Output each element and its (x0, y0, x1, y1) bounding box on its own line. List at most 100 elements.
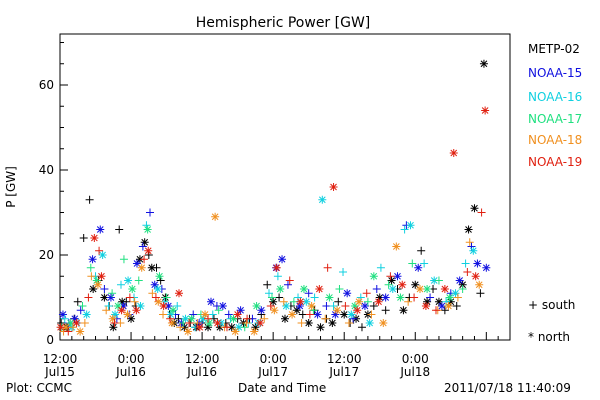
data-point (469, 246, 478, 255)
data-point (431, 306, 440, 315)
data-point (159, 302, 168, 310)
data-point (143, 225, 152, 234)
data-point (440, 306, 449, 315)
data-point (310, 293, 319, 302)
data-point (236, 306, 245, 315)
chart-title: Hemispheric Power [GW] (196, 15, 371, 31)
x-tick-time-label: 12:00 (43, 352, 78, 366)
data-point (340, 310, 349, 319)
data-point (376, 263, 385, 272)
data-point (288, 310, 297, 319)
data-point (110, 319, 119, 327)
data-point (329, 302, 338, 310)
data-point (304, 289, 313, 298)
data-point (76, 327, 85, 336)
data-point (297, 319, 306, 327)
data-point (140, 255, 149, 264)
plot-timestamp: 2011/07/18 11:40:09 (444, 381, 571, 395)
data-point (204, 314, 213, 323)
data-point (134, 276, 143, 285)
data-point (295, 302, 304, 310)
data-point (214, 306, 223, 315)
data-point (341, 302, 350, 310)
data-point (475, 280, 484, 289)
data-point (169, 306, 178, 315)
y-tick-label: 20 (39, 248, 54, 262)
data-point (315, 285, 324, 293)
data-point (463, 268, 472, 276)
data-point (263, 280, 272, 289)
data-point (461, 259, 470, 268)
data-point (57, 319, 66, 327)
data-point (281, 314, 289, 323)
data-point (64, 327, 73, 336)
data-point (305, 310, 314, 319)
data-point (322, 302, 331, 310)
data-point (442, 297, 451, 306)
data-point (242, 319, 251, 327)
data-point (185, 319, 194, 327)
data-point (470, 204, 479, 213)
data-point (78, 302, 87, 310)
data-point (417, 246, 426, 255)
data-point (464, 225, 473, 234)
data-point (100, 285, 109, 293)
data-point (367, 310, 376, 319)
data-point (108, 314, 117, 323)
data-point (374, 297, 383, 306)
legend-item-noaa-19: NOAA-19 (528, 155, 583, 169)
data-point (205, 319, 214, 327)
data-point (396, 293, 405, 302)
data-point (58, 310, 67, 319)
data-point (477, 208, 486, 217)
data-point (98, 251, 107, 259)
data-point (85, 195, 94, 204)
data-point (88, 255, 97, 264)
data-point (72, 319, 81, 327)
data-point (84, 293, 93, 302)
data-point (387, 276, 396, 285)
data-point (275, 293, 284, 302)
data-point (115, 225, 124, 234)
data-point (334, 297, 343, 306)
legend-item-noaa-15: NOAA-15 (528, 66, 583, 80)
data-point (381, 293, 390, 302)
data-point (250, 327, 259, 336)
data-point (357, 323, 366, 332)
data-point (369, 272, 378, 281)
data-point (384, 280, 393, 289)
data-point (458, 285, 467, 293)
data-point (363, 297, 372, 306)
data-point (476, 289, 485, 298)
data-point (124, 276, 133, 285)
data-point (276, 285, 285, 293)
data-point (381, 306, 390, 315)
data-point (122, 297, 131, 306)
x-tick-time-label: 12:00 (327, 352, 362, 366)
data-point (347, 310, 356, 319)
data-point (224, 310, 233, 319)
data-point (69, 323, 78, 332)
legend-north-symbol: * north (528, 330, 571, 344)
data-point (273, 272, 282, 281)
data-point (128, 285, 137, 293)
y-tick-label: 0 (46, 333, 54, 347)
data-points (56, 59, 491, 336)
x-axis-label: Date and Time (238, 381, 327, 395)
y-axis-label: P [GW] (4, 166, 18, 208)
data-point (434, 297, 443, 306)
data-point (283, 280, 292, 289)
data-point (388, 285, 397, 293)
data-point (299, 285, 308, 293)
x-tick-time-label: 0:00 (260, 352, 287, 366)
data-point (343, 289, 352, 298)
data-point (256, 319, 265, 327)
data-point (140, 238, 149, 247)
data-point (87, 272, 96, 281)
x-tick-time-label: 0:00 (402, 352, 429, 366)
data-point (329, 183, 338, 191)
data-point (229, 314, 238, 323)
data-point (404, 297, 413, 306)
data-point (285, 276, 294, 285)
